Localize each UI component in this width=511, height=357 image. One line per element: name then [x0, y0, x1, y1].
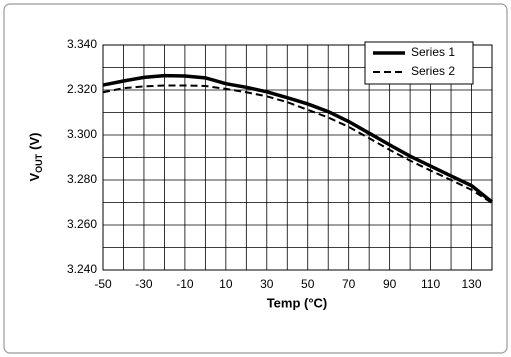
- y-label-unit: (V): [27, 132, 42, 149]
- series-line: [102, 84, 493, 204]
- x-tick-label: 90: [383, 277, 397, 291]
- y-tick-label: 3.340: [67, 37, 97, 51]
- y-tick-label: 3.280: [67, 172, 97, 186]
- series-line: [102, 73, 494, 204]
- y-tick-label: 2.320: [67, 82, 97, 96]
- y-label-subscript: OUT: [34, 153, 44, 173]
- x-tick-label: 130: [462, 277, 482, 291]
- x-tick-label: 10: [219, 277, 233, 291]
- y-axis-label: VOUT (V): [27, 132, 44, 181]
- x-tick-label: 110: [421, 277, 440, 291]
- y-label-main: V: [27, 173, 42, 182]
- legend-label: Series 2: [411, 64, 455, 78]
- x-tick-label: 70: [342, 277, 356, 291]
- x-tick-label: -50: [94, 277, 112, 291]
- x-axis-label: Temp (°C): [267, 295, 328, 310]
- x-tick-label: 50: [301, 277, 315, 291]
- y-tick-label: 3.300: [67, 127, 97, 141]
- x-tick-label: 30: [260, 277, 274, 291]
- y-tick-label: 3.240: [67, 262, 97, 276]
- x-tick-label: -30: [135, 277, 153, 291]
- x-tick-label: -10: [176, 277, 194, 291]
- y-tick-label: 3.260: [67, 217, 97, 231]
- legend-label: Series 1: [411, 45, 455, 59]
- legend-box: [364, 41, 474, 85]
